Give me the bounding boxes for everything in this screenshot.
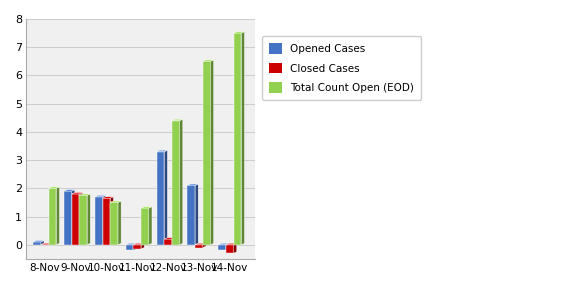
Bar [72, 194, 79, 245]
Bar [95, 197, 103, 245]
Polygon shape [157, 150, 167, 151]
Polygon shape [141, 243, 144, 249]
Polygon shape [133, 243, 144, 245]
Polygon shape [103, 197, 114, 198]
Bar [133, 245, 141, 249]
Bar [218, 245, 226, 250]
Polygon shape [164, 150, 167, 245]
Polygon shape [79, 192, 83, 245]
Polygon shape [49, 243, 52, 245]
Polygon shape [126, 243, 137, 245]
Polygon shape [180, 119, 183, 245]
Polygon shape [203, 60, 214, 61]
Polygon shape [234, 32, 244, 33]
Polygon shape [164, 238, 175, 239]
Polygon shape [195, 184, 198, 245]
Bar [126, 245, 133, 250]
Bar [79, 195, 87, 245]
Polygon shape [188, 184, 198, 185]
Bar [226, 245, 234, 253]
Polygon shape [149, 206, 152, 245]
Polygon shape [103, 195, 106, 245]
Polygon shape [133, 243, 137, 250]
Bar [234, 33, 242, 245]
Bar [64, 191, 72, 245]
Polygon shape [110, 201, 121, 202]
Bar [203, 61, 211, 245]
Bar [172, 121, 180, 245]
Polygon shape [87, 194, 90, 245]
Polygon shape [33, 240, 44, 242]
Polygon shape [172, 238, 175, 245]
Bar [110, 202, 118, 245]
Polygon shape [118, 201, 121, 245]
Polygon shape [226, 243, 229, 250]
Polygon shape [95, 195, 106, 197]
Bar [141, 208, 149, 245]
Bar [195, 245, 203, 248]
Polygon shape [79, 194, 90, 195]
Polygon shape [49, 187, 60, 188]
Bar [157, 151, 164, 245]
Polygon shape [72, 192, 83, 194]
Polygon shape [203, 243, 206, 248]
Polygon shape [211, 60, 214, 245]
Polygon shape [242, 32, 244, 245]
Polygon shape [141, 206, 152, 208]
Polygon shape [56, 187, 60, 245]
Polygon shape [41, 240, 44, 245]
Polygon shape [72, 190, 75, 245]
Polygon shape [226, 243, 237, 245]
Bar [49, 188, 56, 245]
Polygon shape [218, 243, 229, 245]
Polygon shape [110, 197, 114, 245]
Polygon shape [172, 119, 183, 121]
Polygon shape [234, 243, 237, 253]
Legend: Opened Cases, Closed Cases, Total Count Open (EOD): Opened Cases, Closed Cases, Total Count … [262, 36, 422, 100]
Polygon shape [41, 243, 52, 245]
Bar [164, 239, 172, 245]
Bar [33, 242, 41, 245]
Bar [188, 185, 195, 245]
Polygon shape [64, 190, 75, 191]
Bar [103, 198, 110, 245]
Polygon shape [195, 243, 206, 245]
